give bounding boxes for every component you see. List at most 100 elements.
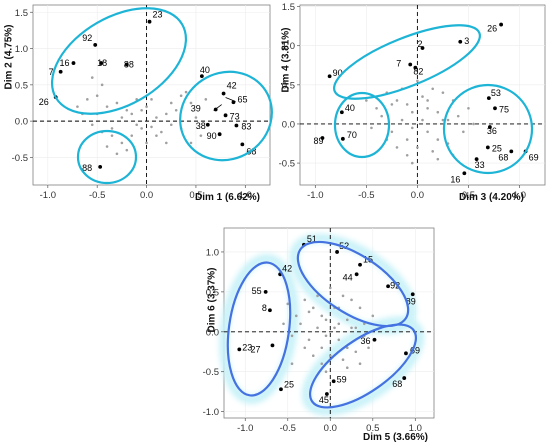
data-point-gray (286, 302, 290, 306)
data-point-gray (311, 354, 315, 358)
x-tick-label: -1.0 (237, 423, 253, 434)
data-point-gray (431, 87, 435, 91)
data-point-gray (390, 130, 394, 134)
point-label-16: 16 (59, 58, 69, 68)
x-tick-label: 0.0 (140, 190, 153, 201)
data-point-gray (169, 101, 173, 105)
data-point-gray (358, 306, 362, 310)
x-tick-label: 0.5 (366, 423, 379, 434)
data-point-gray (130, 134, 134, 137)
y-tick-label: 1.0 (206, 247, 219, 258)
data-point-gray (204, 98, 208, 101)
x-tick-label: 0.5 (189, 190, 202, 201)
y-tick-label: 0.5 (206, 287, 219, 298)
data-point-gray (462, 130, 465, 134)
data-point-92 (93, 43, 98, 47)
data-point-23 (237, 347, 242, 352)
data-point-gray (179, 94, 183, 98)
point-label-33: 33 (475, 160, 485, 170)
point-label-89: 89 (313, 136, 323, 146)
data-point-gray (105, 145, 109, 148)
data-point-gray (341, 294, 345, 298)
data-point-gray (169, 123, 173, 127)
data-point-gray (140, 127, 143, 130)
data-point-gray (426, 107, 429, 110)
point-label-90: 90 (207, 131, 217, 141)
data-point-42 (221, 91, 226, 96)
point-label-88: 88 (82, 163, 92, 173)
data-point-92 (386, 284, 390, 289)
data-point-90 (327, 74, 332, 79)
cluster-ellipse-3 (442, 83, 534, 175)
point-label-25: 25 (492, 143, 502, 153)
data-point-gray (370, 126, 373, 130)
data-point-25 (485, 145, 490, 150)
data-point-gray (145, 141, 148, 145)
data-point-gray (100, 83, 104, 87)
data-point-69 (404, 351, 408, 356)
data-point-gray (367, 346, 370, 350)
y-tick-label: 0.0 (282, 119, 295, 130)
data-point-gray (95, 94, 99, 98)
data-point-75 (493, 106, 497, 111)
data-point-gray (125, 148, 129, 152)
data-point-gray (324, 370, 328, 373)
data-point-gray (410, 161, 414, 165)
data-point-gray (76, 105, 79, 108)
data-point-gray (354, 326, 358, 330)
cluster-ellipse-1 (50, 7, 188, 115)
data-point-gray (333, 326, 336, 330)
point-label-45: 45 (319, 395, 329, 405)
point-label-36: 36 (360, 336, 370, 346)
x-axis-title: Dim 1 (6.62%) (195, 192, 260, 203)
data-point-gray (189, 141, 193, 145)
data-point-gray (125, 108, 129, 112)
point-label-75: 75 (499, 104, 509, 114)
pointer-line (213, 104, 222, 111)
data-point-gray (324, 334, 328, 338)
y-tick-label: 0.0 (206, 327, 219, 338)
data-point-gray (426, 99, 429, 102)
point-label-55: 55 (252, 286, 262, 296)
data-point-gray (184, 90, 188, 94)
data-point-gray (341, 358, 345, 362)
data-point-2 (420, 46, 425, 50)
point-label-59: 59 (337, 374, 347, 384)
point-label-53: 53 (491, 88, 501, 98)
point-label-82: 82 (413, 67, 423, 77)
data-point-gray (105, 105, 109, 108)
data-point-gray (90, 76, 94, 79)
data-point-gray (416, 146, 419, 149)
data-point-gray (290, 334, 294, 338)
x-axis-title: Dim 3 (4.20%) (459, 192, 524, 203)
data-point-gray (115, 152, 119, 156)
data-point-gray (328, 286, 332, 290)
data-point-68 (240, 142, 245, 147)
point-label-38: 38 (196, 121, 206, 131)
point-label-44: 44 (343, 272, 353, 282)
data-point-gray (436, 138, 440, 141)
point-label-36: 36 (487, 126, 497, 136)
data-point-gray (86, 98, 89, 101)
data-point-15 (358, 262, 362, 267)
point-label-42: 42 (227, 81, 237, 91)
data-point-gray (350, 298, 353, 302)
point-label-23: 23 (242, 342, 252, 352)
data-point-36 (487, 125, 492, 129)
data-point-gray (165, 112, 168, 116)
data-point-gray (299, 322, 302, 326)
data-point-gray (316, 326, 319, 330)
data-point-gray (405, 138, 409, 141)
data-point-gray (390, 103, 394, 106)
data-point-gray (90, 123, 94, 127)
data-point-gray (294, 314, 298, 318)
point-label-92: 92 (82, 33, 92, 43)
data-point-gray (145, 105, 148, 108)
data-point-gray (110, 134, 114, 137)
x-tick-label: 0.0 (324, 423, 337, 434)
data-point-gray (199, 134, 203, 137)
point-label-69: 69 (529, 152, 539, 162)
point-label-90: 90 (333, 68, 343, 78)
